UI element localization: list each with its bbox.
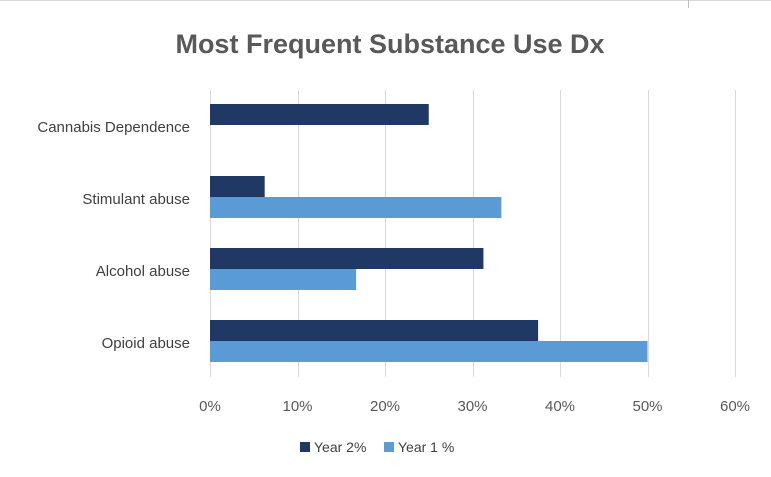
x-tick-label: 50% [632, 398, 662, 415]
category-label: Stimulant abuse [82, 191, 190, 208]
chart-title: Most Frequent Substance Use Dx [175, 29, 604, 59]
legend-swatch [384, 442, 394, 452]
legend-swatch [300, 442, 310, 452]
frame-top-tick [688, 0, 689, 8]
bar-year1-1 [210, 197, 502, 218]
category-label: Cannabis Dependence [37, 119, 190, 136]
bars [210, 104, 648, 362]
x-tick-labels: 0% 10% 20% 30% 40% 50% 60% [199, 398, 750, 415]
category-label: Alcohol abuse [96, 263, 190, 280]
legend: Year 2% Year 1 % [300, 439, 454, 455]
bar-year2-3 [210, 320, 539, 341]
category-labels: Cannabis Dependence Stimulant abuse Alcoho… [37, 119, 190, 352]
bar-year1-3 [210, 341, 648, 362]
x-tick-label: 60% [720, 398, 750, 415]
legend-label: Year 2% [314, 439, 366, 455]
bar-year2-0 [210, 104, 429, 125]
category-label: Opioid abuse [102, 335, 190, 352]
bar-year1-2 [210, 269, 357, 290]
frame-top-border [0, 0, 771, 1]
bar-year2-1 [210, 176, 265, 197]
x-tick-label: 40% [545, 398, 575, 415]
x-tick-label: 0% [199, 398, 221, 415]
x-tick-label: 30% [457, 398, 487, 415]
legend-label: Year 1 % [398, 439, 454, 455]
bar-year2-2 [210, 248, 484, 269]
x-tick-label: 20% [370, 398, 400, 415]
x-tick-label: 10% [282, 398, 312, 415]
